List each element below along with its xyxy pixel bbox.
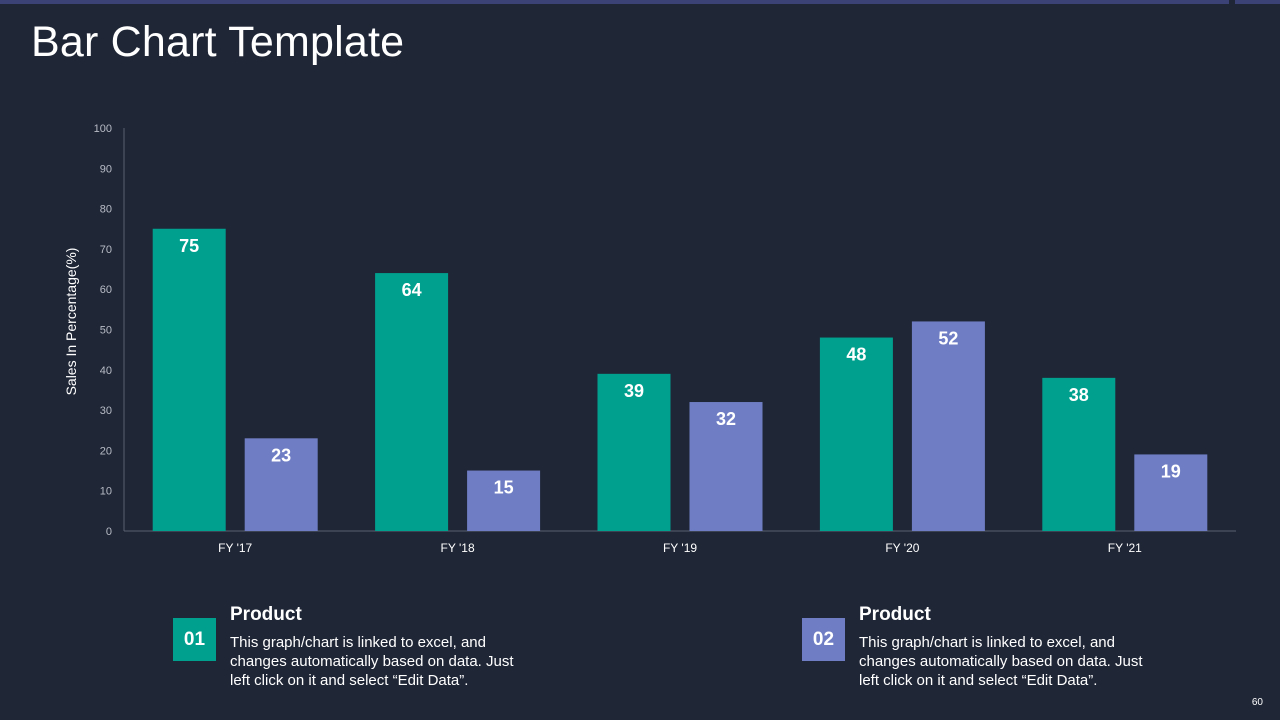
legend-title-01: Product bbox=[230, 604, 302, 625]
bar-value-label: 15 bbox=[494, 478, 514, 498]
bar-value-label: 38 bbox=[1069, 385, 1089, 405]
bar-series2-1 bbox=[244, 438, 318, 531]
legend-description-02: This graph/chart is linked to excel, and… bbox=[859, 634, 1143, 689]
bar-series1-4 bbox=[819, 337, 893, 531]
y-tick-label: 20 bbox=[100, 445, 112, 457]
y-axis-label: Sales In Percentage(%) bbox=[63, 248, 79, 396]
bar-value-label: 39 bbox=[624, 381, 644, 401]
y-tick-label: 60 bbox=[100, 284, 112, 296]
bar-series1-3 bbox=[597, 373, 671, 531]
bar-value-label: 48 bbox=[846, 345, 866, 365]
y-tick-label: 100 bbox=[94, 123, 112, 135]
y-tick-label: 70 bbox=[100, 244, 112, 256]
bar-value-label: 52 bbox=[938, 328, 958, 348]
bar-series2-2 bbox=[467, 470, 541, 531]
legend-number-02: 02 bbox=[802, 618, 845, 661]
bar-series2-5 bbox=[1134, 454, 1208, 531]
bar-series2-4 bbox=[911, 321, 985, 531]
x-tick-label: FY '21 bbox=[1108, 541, 1142, 555]
x-tick-label: FY '20 bbox=[885, 541, 919, 555]
y-tick-label: 40 bbox=[100, 365, 112, 377]
bar-value-label: 32 bbox=[716, 409, 736, 429]
bar-series1-2 bbox=[375, 273, 449, 531]
legend-title-02: Product bbox=[859, 604, 931, 625]
x-tick-label: FY '19 bbox=[663, 541, 697, 555]
bar-value-label: 19 bbox=[1161, 461, 1181, 481]
x-tick-label: FY '18 bbox=[441, 541, 475, 555]
y-tick-label: 30 bbox=[100, 405, 112, 417]
legend-description-01: This graph/chart is linked to excel, and… bbox=[230, 634, 514, 689]
bar-series1-5 bbox=[1042, 377, 1116, 531]
legend-number-01: 01 bbox=[173, 618, 216, 661]
y-tick-label: 0 bbox=[106, 526, 112, 538]
x-tick-label: FY '17 bbox=[218, 541, 252, 555]
bar-chart[interactable]: 0 10 20 30 40 50 60 70 80 90 100 Sales In Percentag… bbox=[0, 0, 1280, 600]
bar-series2-3 bbox=[689, 402, 763, 531]
y-tick-label: 90 bbox=[100, 163, 112, 175]
bar-value-label: 75 bbox=[179, 236, 199, 256]
page-number: 60 bbox=[1251, 697, 1263, 708]
bar-series1-1 bbox=[152, 228, 226, 531]
top-accent-bar bbox=[0, 0, 1229, 4]
slide-title: Bar Chart Template bbox=[31, 18, 405, 66]
y-tick-label: 10 bbox=[100, 486, 112, 498]
top-accent-bar-end bbox=[1235, 0, 1280, 4]
bar-value-label: 23 bbox=[271, 445, 291, 465]
bar-value-label: 64 bbox=[402, 280, 422, 300]
y-tick-label: 50 bbox=[100, 325, 112, 337]
y-tick-label: 80 bbox=[100, 204, 112, 216]
